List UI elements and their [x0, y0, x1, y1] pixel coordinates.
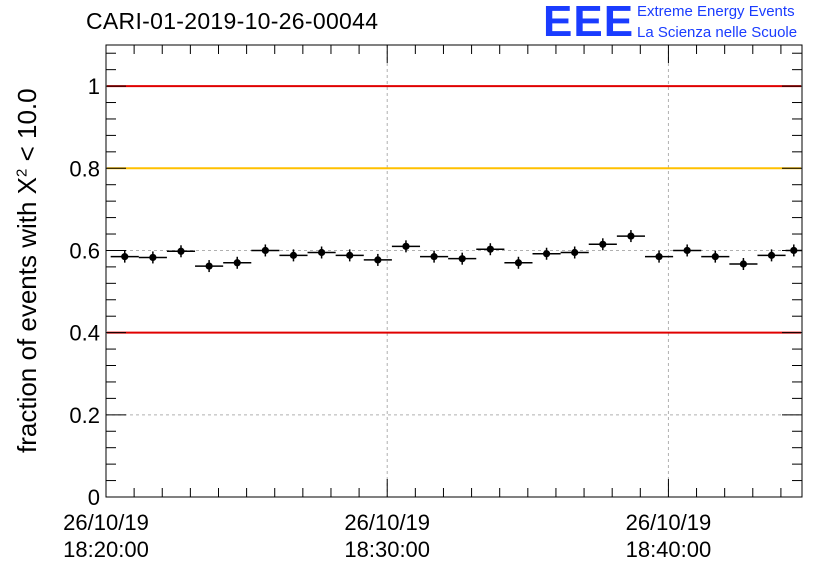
data-point-marker: [205, 262, 213, 270]
data-point: [560, 246, 589, 259]
data-point: [476, 243, 505, 256]
grid-layer: [105, 45, 802, 497]
y-tick-label: 0.4: [69, 321, 100, 346]
x-tick-label-date: 26/10/19: [63, 510, 149, 535]
data-point-marker: [458, 255, 466, 263]
data-point: [195, 260, 224, 273]
y-tick-label: 0.8: [69, 156, 100, 181]
chart-title: CARI-01-2019-10-26-00044: [86, 8, 379, 34]
data-point-marker: [402, 242, 410, 250]
data-point-marker: [149, 253, 157, 262]
data-point-marker: [767, 251, 776, 259]
data-point-marker: [374, 256, 382, 264]
x-tick-label-time: 18:30:00: [344, 537, 430, 562]
data-point: [110, 250, 139, 263]
data-point: [335, 249, 364, 262]
data-point-marker: [627, 232, 635, 240]
data-point: [448, 252, 477, 265]
axis-ticks: [105, 45, 802, 498]
data-point: [616, 230, 645, 243]
data-point: [673, 244, 702, 257]
tick-labels: 26/10/1918:20:0026/10/1918:30:0026/10/19…: [63, 74, 711, 562]
data-point-marker: [317, 248, 326, 257]
logo-line-1: Extreme Energy Events: [637, 3, 795, 20]
data-point: [757, 249, 786, 262]
data-point-marker: [683, 246, 691, 255]
data-point: [166, 245, 196, 258]
data-point-marker: [571, 248, 579, 257]
data-point: [138, 251, 167, 264]
eee-logo: EEE: [543, 0, 635, 46]
data-points: [110, 230, 802, 273]
y-tick-label: 0.6: [69, 238, 100, 263]
data-point-marker: [486, 245, 494, 253]
x-tick-label-date: 26/10/19: [344, 510, 430, 535]
x-tick-label-time: 18:40:00: [626, 537, 712, 562]
x-tick-label-date: 26/10/19: [626, 510, 712, 535]
x-tick-label-time: 18:20:00: [63, 537, 149, 562]
plot-frame: [105, 44, 803, 498]
data-point: [729, 258, 758, 271]
data-point-marker: [121, 253, 129, 261]
data-point-marker: [289, 251, 298, 259]
data-point-marker: [233, 259, 241, 267]
data-point-marker: [261, 246, 269, 255]
data-point: [363, 253, 392, 266]
reference-lines: [107, 85, 801, 334]
data-point: [279, 249, 308, 262]
data-point: [532, 247, 561, 260]
data-point-marker: [542, 250, 551, 258]
data-point-marker: [711, 253, 719, 261]
data-point-marker: [599, 240, 607, 248]
data-point: [504, 256, 533, 269]
data-point: [223, 256, 252, 269]
data-point: [588, 238, 617, 251]
y-tick-label: 1: [88, 74, 100, 99]
data-point: [307, 246, 336, 259]
logo-line-2: La Scienza nelle Scuole: [637, 24, 798, 41]
y-tick-label: 0.2: [69, 403, 100, 428]
data-point-marker: [430, 253, 438, 261]
data-point-marker: [514, 259, 523, 267]
data-point: [391, 240, 421, 253]
data-point-marker: [739, 260, 748, 268]
data-point-marker: [346, 251, 354, 259]
data-point-marker: [177, 247, 185, 255]
data-point: [644, 250, 674, 263]
y-tick-label: 0: [88, 485, 100, 510]
data-point: [251, 244, 280, 257]
data-point: [420, 250, 449, 263]
data-point: [701, 250, 730, 263]
data-point-marker: [655, 253, 663, 261]
